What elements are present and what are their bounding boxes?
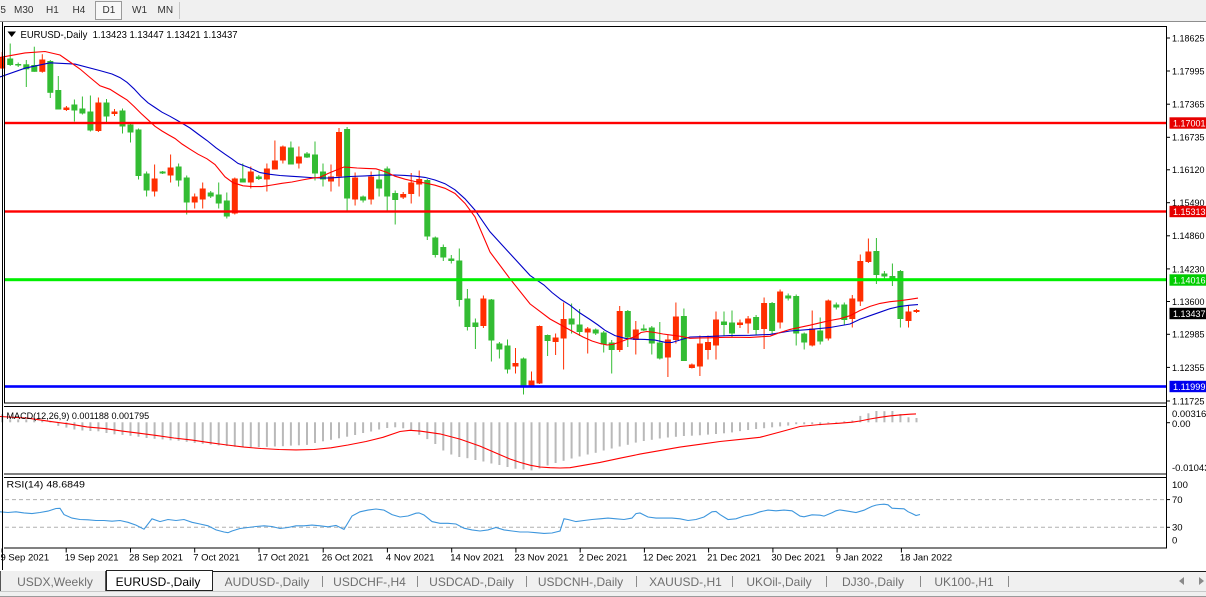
svg-text:1.13437: 1.13437 — [1173, 309, 1206, 320]
svg-text:1.14230: 1.14230 — [1172, 264, 1205, 275]
svg-text:19 Sep 2021: 19 Sep 2021 — [65, 553, 119, 564]
svg-text:2 Dec 2021: 2 Dec 2021 — [579, 553, 628, 564]
svg-text:7 Oct 2021: 7 Oct 2021 — [193, 553, 239, 564]
svg-text:1.11725: 1.11725 — [1172, 396, 1205, 407]
svg-text:70: 70 — [1172, 495, 1183, 506]
svg-text:28 Sep 2021: 28 Sep 2021 — [129, 553, 183, 564]
svg-text:1.15490: 1.15490 — [1172, 198, 1205, 209]
svg-text:18 Jan 2022: 18 Jan 2022 — [900, 553, 952, 564]
svg-text:1.17995: 1.17995 — [1172, 66, 1205, 77]
svg-text:26 Oct 2021: 26 Oct 2021 — [322, 553, 374, 564]
svg-text:1.17001: 1.17001 — [1173, 118, 1206, 129]
svg-text:21 Dec 2021: 21 Dec 2021 — [707, 553, 761, 564]
svg-text:1.14860: 1.14860 — [1172, 231, 1205, 242]
svg-text:RSI(14) 48.6849: RSI(14) 48.6849 — [7, 480, 86, 491]
svg-text:12 Dec 2021: 12 Dec 2021 — [643, 553, 697, 564]
svg-text:17 Oct 2021: 17 Oct 2021 — [258, 553, 310, 564]
svg-text:9 Sep 2021: 9 Sep 2021 — [1, 553, 50, 564]
svg-text:1.16735: 1.16735 — [1172, 133, 1205, 144]
svg-text:1.13600: 1.13600 — [1172, 297, 1205, 308]
svg-text:1.11999: 1.11999 — [1173, 382, 1206, 393]
svg-text:1.17365: 1.17365 — [1172, 100, 1205, 111]
svg-text:1.15313: 1.15313 — [1173, 207, 1206, 218]
svg-text:100: 100 — [1172, 480, 1188, 491]
svg-text:23 Nov 2021: 23 Nov 2021 — [514, 553, 568, 564]
svg-text:30: 30 — [1172, 523, 1183, 534]
svg-text:0.003165: 0.003165 — [1172, 409, 1206, 420]
svg-text:1.18625: 1.18625 — [1172, 33, 1205, 44]
svg-text:1.16120: 1.16120 — [1172, 165, 1205, 176]
svg-text:14 Nov 2021: 14 Nov 2021 — [450, 553, 504, 564]
svg-text:1.12985: 1.12985 — [1172, 330, 1205, 341]
svg-text:1.12355: 1.12355 — [1172, 363, 1205, 374]
svg-text:EURUSD-,Daily 1.13423 1.13447: EURUSD-,Daily 1.13423 1.13447 1.13421 1.… — [21, 30, 238, 41]
svg-text:1.14016: 1.14016 — [1173, 275, 1206, 286]
svg-text:9 Jan 2022: 9 Jan 2022 — [836, 553, 883, 564]
svg-text:MACD(12,26,9) 0.001188 0.00179: MACD(12,26,9) 0.001188 0.001795 — [7, 411, 150, 422]
svg-text:0.00: 0.00 — [1172, 419, 1191, 430]
svg-text:4 Nov 2021: 4 Nov 2021 — [386, 553, 435, 564]
svg-text:-0.010430: -0.010430 — [1172, 463, 1206, 474]
svg-text:0: 0 — [1172, 536, 1177, 547]
svg-text:30 Dec 2021: 30 Dec 2021 — [771, 553, 825, 564]
